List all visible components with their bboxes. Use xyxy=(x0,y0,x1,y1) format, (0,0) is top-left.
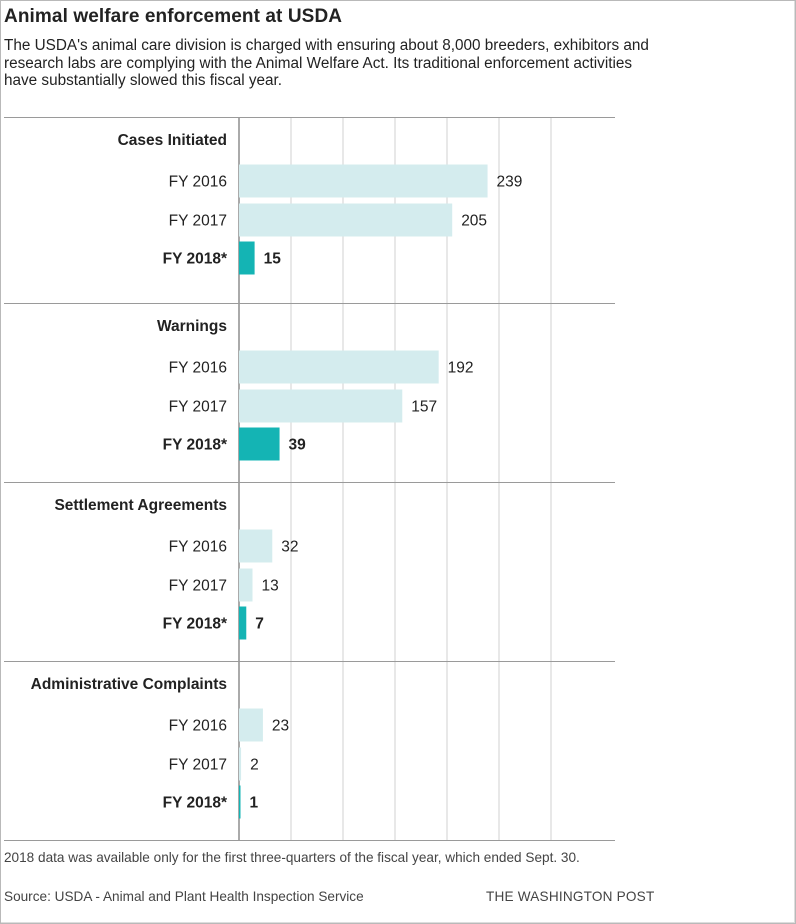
category-label: FY 2016 xyxy=(169,174,227,191)
chart-subtitle: The USDA's animal care division is charg… xyxy=(4,37,649,89)
bar xyxy=(239,747,242,781)
category-label: FY 2016 xyxy=(169,718,227,735)
value-label: 23 xyxy=(272,718,289,735)
bar xyxy=(239,708,263,742)
bar xyxy=(239,203,453,237)
bar xyxy=(239,241,255,275)
category-label: FY 2017 xyxy=(169,757,227,774)
bar xyxy=(239,350,439,384)
value-label: 32 xyxy=(281,539,298,556)
value-label: 39 xyxy=(289,437,307,454)
footnote: 2018 data was available only for the fir… xyxy=(4,850,580,865)
bar xyxy=(239,529,273,563)
category-label: FY 2018* xyxy=(163,795,228,812)
category-label: FY 2016 xyxy=(169,360,227,377)
value-label: 2 xyxy=(250,757,259,774)
group-header: Settlement Agreements xyxy=(54,497,227,514)
category-label: FY 2018* xyxy=(163,437,228,454)
value-label: 239 xyxy=(497,174,523,191)
value-label: 1 xyxy=(250,795,259,812)
group-header: Warnings xyxy=(157,318,227,335)
value-label: 192 xyxy=(448,360,474,377)
category-label: FY 2016 xyxy=(169,539,227,556)
bar xyxy=(239,568,253,602)
source-note: Source: USDA - Animal and Plant Health I… xyxy=(4,889,364,904)
value-label: 157 xyxy=(411,399,437,416)
bar xyxy=(239,606,247,640)
group-header: Cases Initiated xyxy=(118,132,227,149)
category-label: FY 2018* xyxy=(163,616,228,633)
publisher-credit: THE WASHINGTON POST xyxy=(486,889,655,904)
group-header: Administrative Complaints xyxy=(31,676,227,693)
category-label: FY 2017 xyxy=(169,399,227,416)
value-label: 15 xyxy=(264,251,282,268)
category-label: FY 2017 xyxy=(169,213,227,230)
bar xyxy=(239,164,488,198)
value-label: 205 xyxy=(461,213,487,230)
category-label: FY 2017 xyxy=(169,578,227,595)
bar xyxy=(239,427,280,461)
bar xyxy=(239,389,403,423)
chart-title: Animal welfare enforcement at USDA xyxy=(4,6,343,27)
value-label: 13 xyxy=(262,578,279,595)
value-label: 7 xyxy=(255,616,264,633)
bar xyxy=(239,785,241,819)
category-label: FY 2018* xyxy=(163,251,228,268)
